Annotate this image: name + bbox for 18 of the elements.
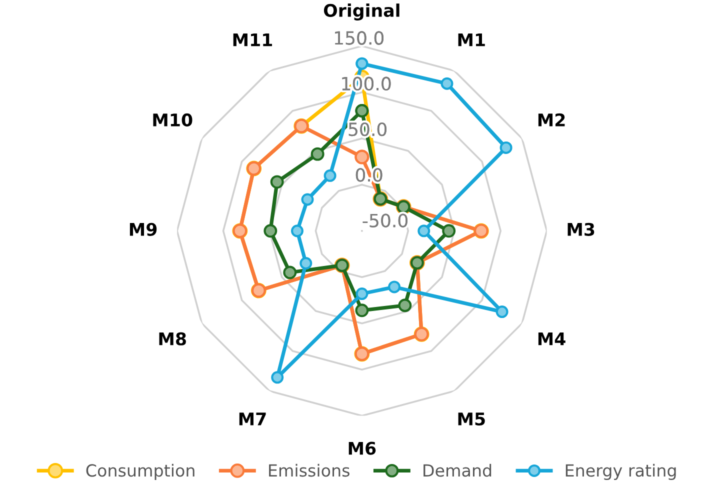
spoke-label: M7	[239, 412, 266, 426]
spoke-label: M5	[458, 412, 485, 426]
spoke-label: M6	[348, 442, 376, 455]
y-tick-label: -50.0	[362, 214, 408, 228]
legend-label: Consumption	[86, 464, 194, 480]
spoke-label: M4	[538, 332, 566, 346]
legend-label: Energy rating	[566, 464, 676, 480]
spoke-label: M10	[153, 113, 192, 126]
legend-label: Demand	[424, 464, 492, 477]
legend-label: Emissions	[269, 464, 350, 477]
spoke-label: M11	[233, 33, 272, 46]
spoke-label: M8	[159, 332, 186, 346]
spoke-label: M3	[568, 222, 594, 236]
spoke-label: M2	[538, 113, 565, 126]
y-tick-label: 150.0	[335, 31, 384, 45]
spoke-label: Original	[324, 4, 400, 20]
spoke-label: M1	[458, 33, 485, 46]
spoke-label: M9	[130, 222, 157, 236]
